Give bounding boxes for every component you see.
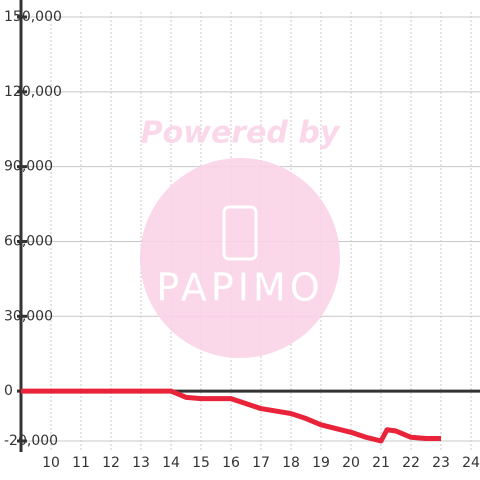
y-tick-label: 0 (4, 383, 13, 399)
x-tick-label: 22 (402, 455, 420, 471)
y-tick-label: 90,000 (4, 159, 53, 175)
watermark-text: Powered by (141, 116, 341, 151)
x-tick-label: 24 (462, 455, 480, 471)
plot: 10 11 12 13 14 15 16 17 18 19 20 21 22 23 24 -20,000 0 30… (4, 0, 480, 471)
y-tick-label: 150,000 (4, 9, 62, 25)
y-tick-label: 30,000 (4, 308, 53, 324)
x-tick-label: 20 (342, 455, 360, 471)
x-tick-label: 21 (372, 455, 390, 471)
y-tick-label: -20,000 (4, 433, 58, 449)
watermark-phone (222, 205, 258, 261)
x-tick-label: 12 (102, 455, 120, 471)
x-tick-label: 14 (162, 455, 180, 471)
y-tick-label: 60,000 (4, 233, 53, 249)
line-series (21, 388, 441, 444)
x-tick-label: 13 (132, 455, 150, 471)
x-tick-label: 10 (42, 455, 60, 471)
x-tick-label: 15 (192, 455, 210, 471)
x-tick-label: 23 (432, 455, 450, 471)
x-tick-label: 16 (222, 455, 240, 471)
x-tick-label: 17 (252, 455, 270, 471)
x-tick-label: 19 (312, 455, 330, 471)
x-tick-label: 18 (282, 455, 300, 471)
y-tick-label: 120,000 (4, 84, 62, 100)
x-tick-label: 11 (72, 455, 90, 471)
watermark: Powered by PAPIMO (140, 116, 341, 358)
watermark-logo: PAPIMO (156, 266, 323, 310)
